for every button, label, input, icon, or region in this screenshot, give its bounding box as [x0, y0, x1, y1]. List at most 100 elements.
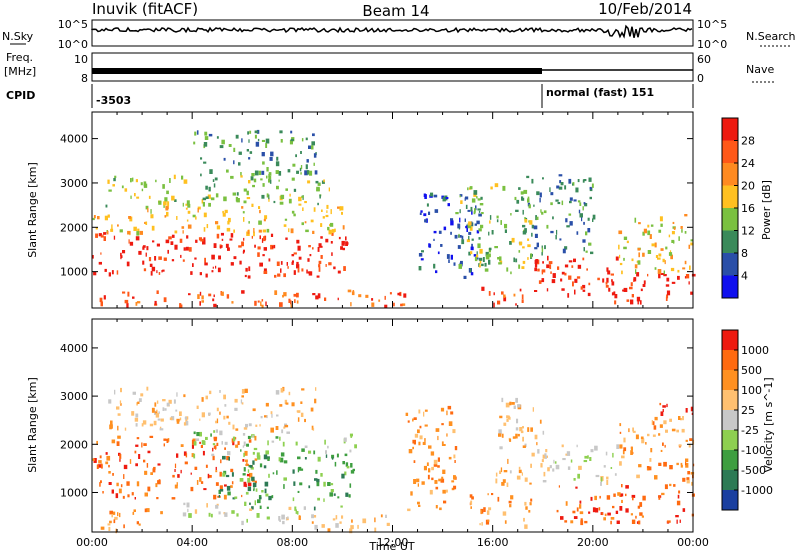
data-cell — [418, 504, 421, 507]
data-cell — [590, 449, 594, 453]
data-cell — [460, 260, 463, 265]
data-cell — [324, 297, 327, 301]
data-cell — [479, 203, 484, 206]
data-cell — [621, 270, 623, 275]
data-cell — [582, 289, 586, 292]
colorbar-tick-label: 16 — [741, 202, 755, 215]
data-cell — [193, 453, 196, 459]
data-cell — [293, 213, 296, 217]
data-cell — [247, 469, 250, 473]
data-cell — [261, 490, 264, 493]
data-cell — [326, 204, 329, 209]
data-cell — [518, 469, 522, 474]
data-cell — [510, 495, 514, 500]
data-cell — [478, 228, 482, 232]
nsky-label: N.Sky — [2, 30, 34, 43]
data-cell — [241, 402, 244, 405]
data-cell — [531, 224, 534, 229]
data-cell — [328, 187, 330, 192]
data-cell — [307, 258, 310, 262]
data-cell — [317, 182, 321, 186]
data-cell — [215, 466, 217, 470]
data-cell — [448, 421, 453, 426]
data-cell — [140, 393, 144, 397]
data-cell — [236, 513, 239, 517]
data-cell — [120, 484, 123, 488]
data-cell — [576, 444, 578, 448]
data-cell — [187, 203, 191, 208]
data-cell — [213, 303, 217, 308]
data-cell — [167, 249, 169, 254]
data-cell — [206, 224, 209, 229]
data-cell — [660, 273, 665, 275]
data-cell — [93, 215, 96, 219]
data-cell — [657, 269, 662, 274]
data-cell — [501, 433, 504, 438]
data-cell — [528, 204, 531, 209]
data-cell — [296, 410, 301, 413]
data-cell — [582, 239, 586, 243]
data-cell — [583, 460, 588, 463]
colorbar-tick-label: 20 — [741, 180, 755, 193]
data-cell — [283, 484, 285, 489]
data-cell — [583, 179, 587, 182]
data-cell — [611, 292, 614, 296]
data-cell — [325, 450, 327, 454]
data-cell — [424, 219, 428, 223]
data-cell — [223, 415, 226, 420]
data-cell — [329, 222, 334, 227]
data-cell — [448, 456, 452, 460]
data-cell — [130, 195, 132, 199]
data-cell — [616, 444, 619, 449]
data-cell — [569, 200, 572, 204]
data-cell — [239, 260, 242, 265]
data-cell — [348, 494, 351, 498]
data-cell — [636, 296, 641, 302]
data-cell — [512, 436, 516, 439]
data-cell — [592, 218, 594, 222]
data-cell — [521, 266, 525, 269]
data-cell — [266, 415, 268, 419]
data-cell — [662, 405, 666, 408]
colorbar-segment — [722, 185, 738, 208]
data-cell — [507, 458, 509, 464]
data-cell — [618, 230, 623, 235]
data-cell — [174, 469, 176, 472]
data-cell — [116, 482, 119, 487]
data-cell — [145, 205, 149, 210]
data-cell — [666, 403, 668, 408]
data-cell — [160, 418, 164, 422]
data-cell — [401, 303, 406, 306]
data-cell — [327, 482, 331, 486]
data-cell — [297, 417, 300, 422]
data-cell — [681, 428, 685, 433]
data-cell — [293, 481, 296, 486]
x-tick-label: 08:00 — [276, 536, 308, 549]
data-cell — [200, 481, 204, 484]
data-cell — [433, 459, 438, 465]
data-cell — [287, 516, 289, 519]
data-cell — [299, 167, 302, 172]
data-cell — [450, 254, 453, 260]
data-cell — [479, 523, 481, 526]
data-cell — [632, 430, 636, 433]
data-cell — [166, 211, 169, 217]
data-cell — [671, 281, 676, 284]
data-cell — [243, 441, 246, 446]
data-cell — [503, 470, 508, 473]
data-cell — [529, 220, 533, 225]
data-cell — [310, 219, 314, 223]
data-cell — [431, 477, 434, 481]
data-cell — [568, 213, 572, 216]
data-cell — [621, 484, 623, 488]
data-cell — [673, 484, 676, 487]
data-cell — [203, 142, 208, 147]
data-cell — [133, 226, 137, 231]
data-cell — [506, 415, 509, 418]
data-cell — [300, 151, 302, 154]
data-cell — [99, 297, 103, 303]
data-cell — [670, 254, 673, 260]
data-cell — [362, 518, 367, 524]
data-cell — [524, 217, 526, 221]
data-cell — [231, 481, 234, 485]
